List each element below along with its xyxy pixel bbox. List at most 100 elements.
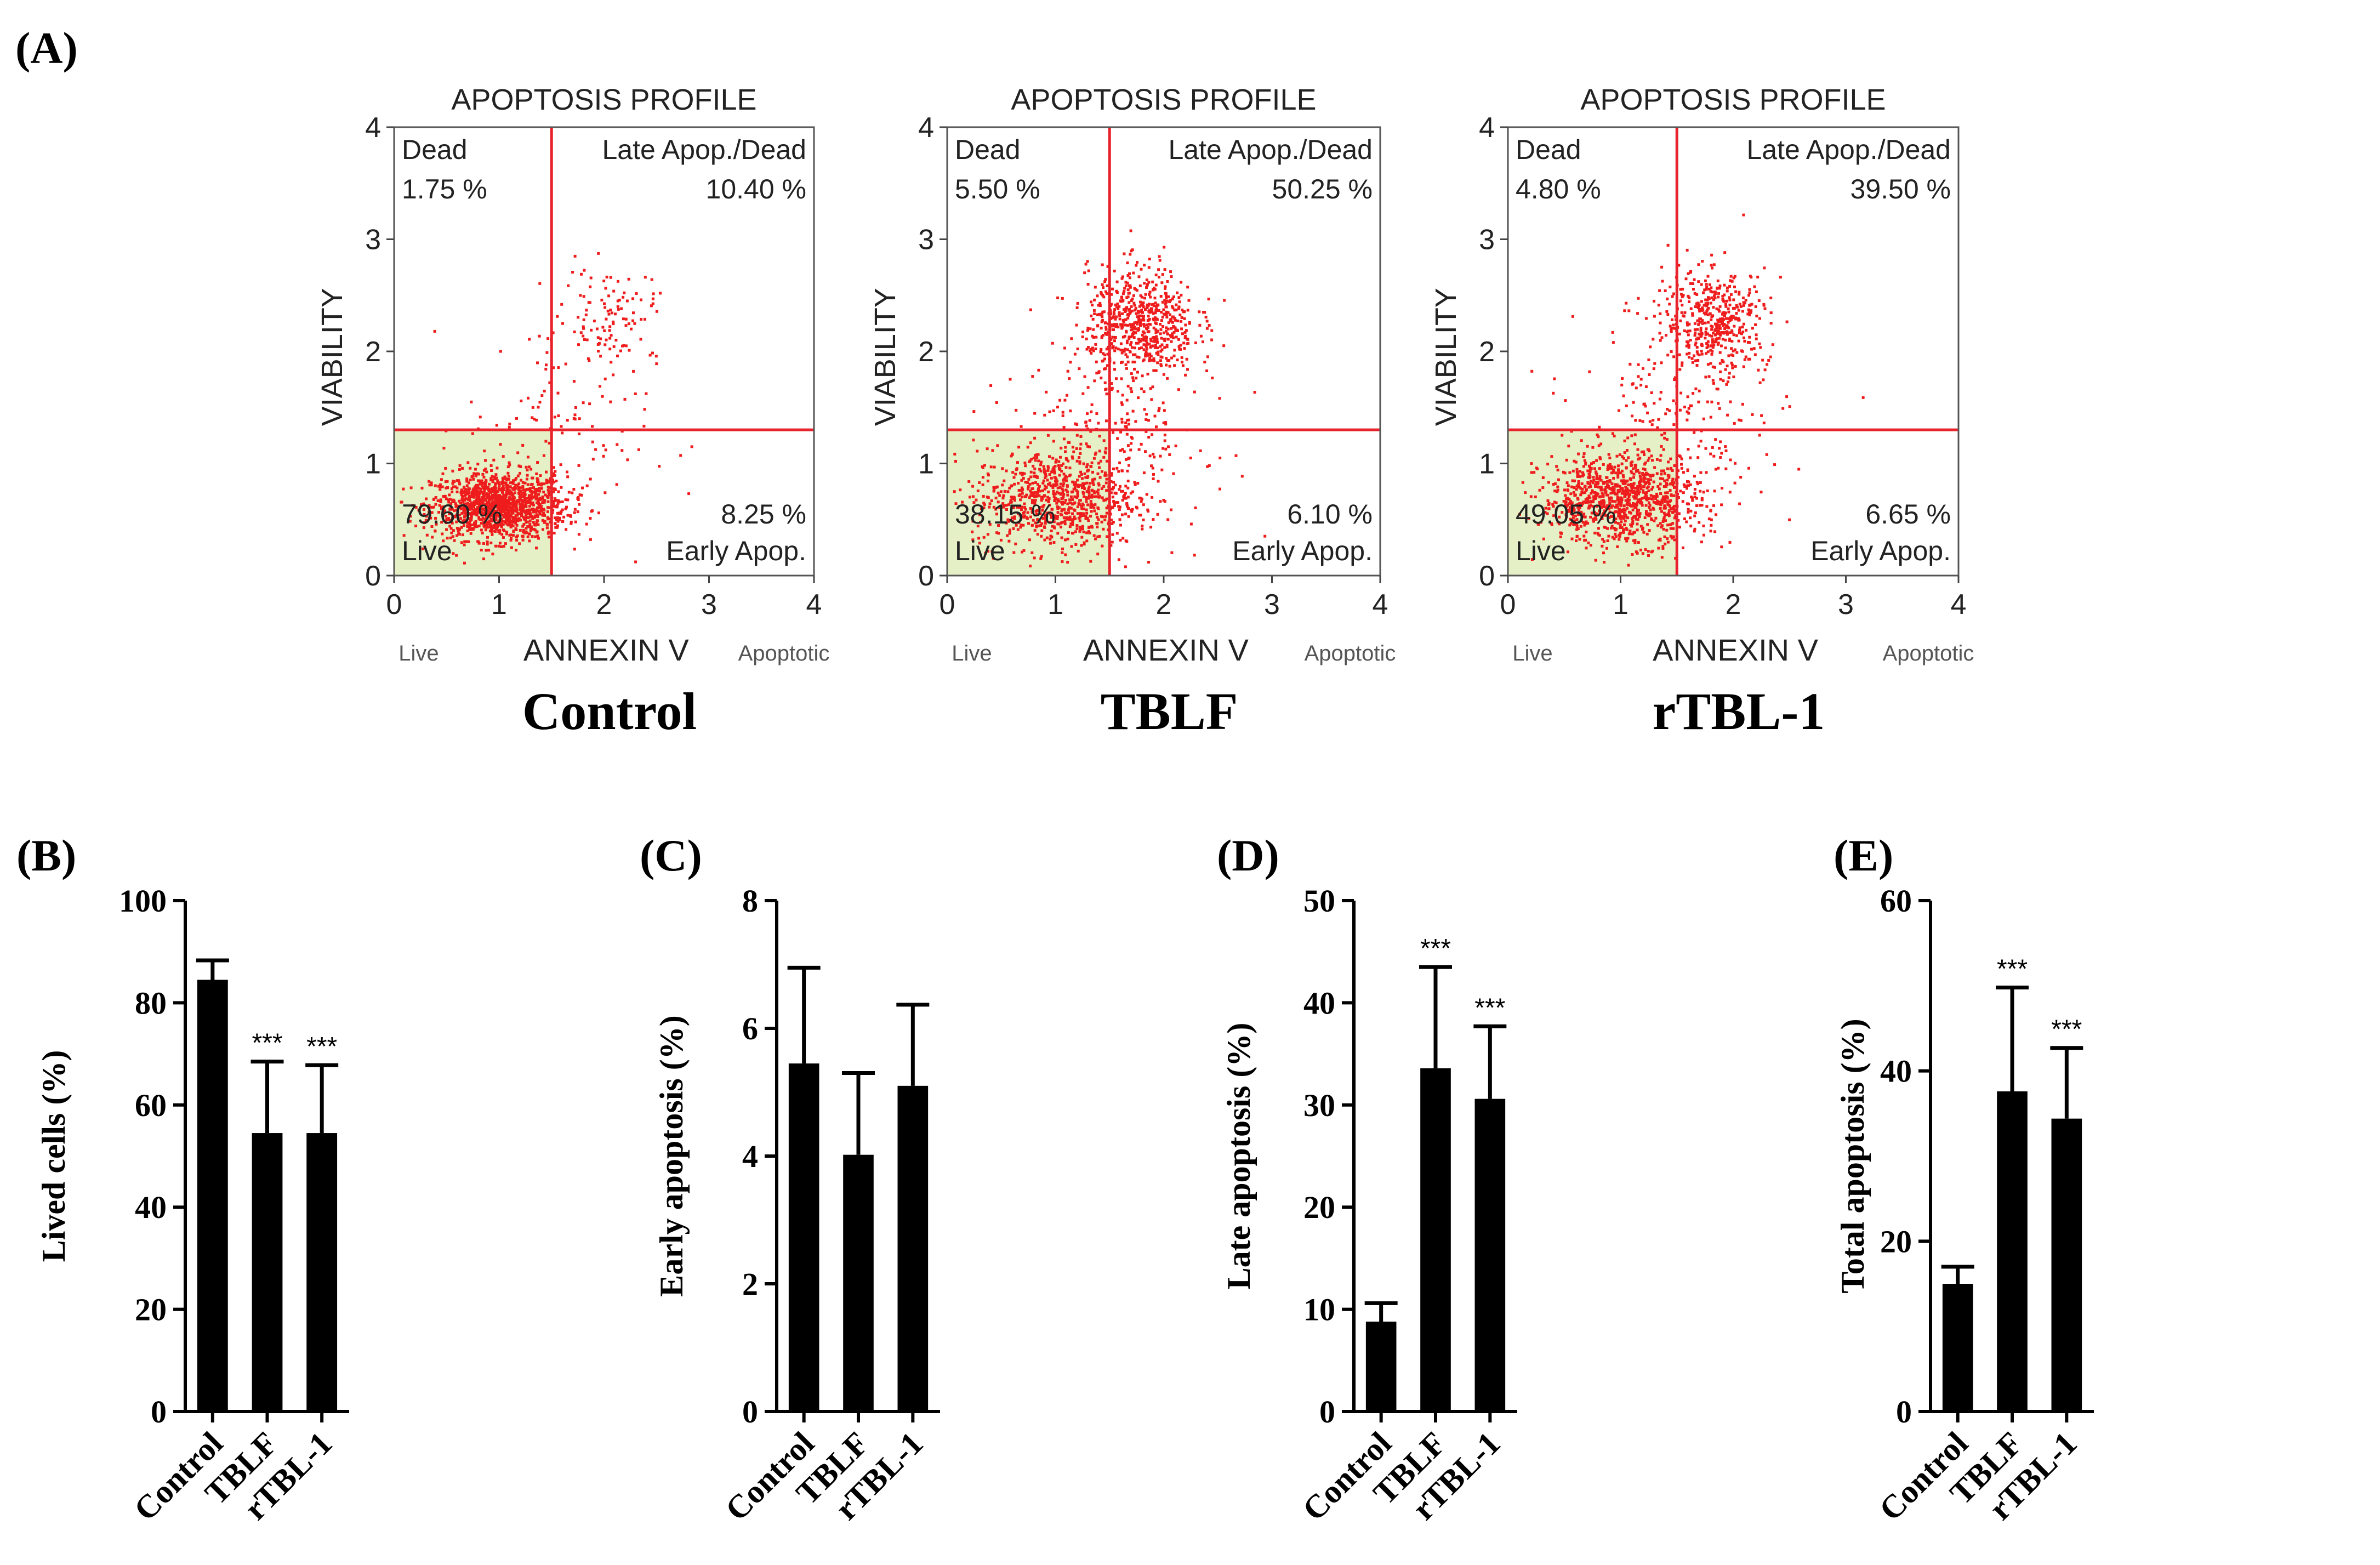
- event-dot: [1621, 487, 1624, 490]
- event-dot: [1134, 309, 1137, 312]
- event-dot: [1043, 538, 1046, 542]
- event-dot: [1093, 312, 1096, 315]
- event-dot: [1166, 311, 1170, 314]
- event-dot: [1687, 346, 1690, 349]
- event-dot: [990, 499, 993, 502]
- event-dot: [1550, 455, 1553, 458]
- event-dot: [1020, 486, 1023, 490]
- event-dot: [1601, 517, 1604, 520]
- event-dot: [546, 516, 549, 519]
- event-dot: [1709, 349, 1712, 352]
- event-dot: [1547, 481, 1550, 484]
- event-dot: [467, 481, 470, 485]
- event-dot: [1150, 398, 1153, 401]
- event-dot: [1634, 490, 1637, 493]
- event-dot: [1152, 288, 1154, 292]
- event-dot: [1113, 339, 1116, 343]
- event-dot: [1146, 331, 1149, 333]
- event-dot: [509, 507, 513, 510]
- event-dot: [1596, 482, 1599, 486]
- event-dot: [1702, 491, 1705, 494]
- event-dot: [492, 514, 494, 517]
- event-dot: [1702, 291, 1705, 294]
- event-dot: [1603, 500, 1606, 504]
- event-dot: [1609, 492, 1613, 495]
- quadrant-pct-late: 39.50 %: [1851, 174, 1951, 204]
- event-dot: [434, 484, 437, 487]
- event-dot: [511, 506, 514, 509]
- event-dot: [1037, 494, 1040, 498]
- event-dot: [1630, 434, 1633, 437]
- event-dot: [1118, 488, 1121, 491]
- event-dot: [1131, 309, 1134, 312]
- event-dot: [439, 485, 442, 488]
- event-dot: [524, 502, 527, 505]
- event-dot: [555, 480, 558, 482]
- event-dot: [1111, 386, 1114, 390]
- event-dot: [1076, 494, 1079, 498]
- event-dot: [1170, 275, 1173, 278]
- event-dot: [1061, 551, 1064, 554]
- event-dot: [1051, 468, 1055, 471]
- event-dot: [1029, 494, 1032, 497]
- event-dot: [1005, 521, 1008, 525]
- event-dot: [1612, 469, 1615, 472]
- event-dot: [576, 510, 579, 514]
- event-dot: [1002, 494, 1005, 497]
- event-dot: [1699, 317, 1703, 321]
- event-dot: [1139, 310, 1142, 313]
- event-dot: [501, 495, 504, 498]
- event-dot: [1120, 469, 1124, 473]
- event-dot: [1040, 460, 1043, 464]
- event-dot: [1672, 481, 1676, 485]
- event-dot: [1109, 491, 1113, 494]
- event-dot: [1090, 314, 1093, 317]
- event-dot: [1637, 375, 1640, 378]
- event-dot: [453, 480, 456, 483]
- event-dot: [1642, 489, 1645, 492]
- event-dot: [1653, 466, 1656, 469]
- event-dot: [1700, 332, 1704, 335]
- event-dot: [1646, 523, 1649, 526]
- event-dot: [520, 508, 523, 511]
- event-dot: [463, 561, 466, 565]
- event-dot: [1576, 484, 1580, 487]
- event-dot: [1616, 545, 1619, 548]
- event-dot: [1552, 391, 1555, 395]
- event-dot: [1170, 327, 1173, 330]
- event-dot: [1608, 499, 1612, 502]
- event-dot: [481, 516, 485, 520]
- event-dot: [584, 313, 588, 316]
- event-dot: [1691, 499, 1694, 502]
- event-dot: [477, 517, 481, 520]
- event-dot: [489, 479, 493, 482]
- event-dot: [1121, 499, 1124, 502]
- event-dot: [1044, 473, 1047, 476]
- event-dot: [1613, 527, 1616, 530]
- event-dot: [1052, 409, 1055, 412]
- event-dot: [1748, 288, 1751, 291]
- event-dot: [1617, 471, 1620, 474]
- event-dot: [1603, 561, 1605, 564]
- event-dot: [439, 500, 442, 503]
- event-dot: [1628, 510, 1631, 514]
- event-dot: [508, 512, 510, 515]
- event-dot: [494, 516, 498, 519]
- event-dot: [1618, 498, 1621, 501]
- event-dot: [1668, 500, 1671, 503]
- event-dot: [1700, 498, 1704, 502]
- event-dot: [546, 500, 550, 503]
- event-dot: [1653, 315, 1656, 318]
- event-dot: [487, 490, 491, 493]
- event-dot: [1028, 482, 1032, 486]
- event-dot: [500, 545, 503, 548]
- event-dot: [1690, 404, 1693, 407]
- event-dot: [494, 501, 497, 504]
- event-dot: [1066, 502, 1069, 505]
- event-dot: [1133, 481, 1136, 484]
- event-dot: [1142, 390, 1146, 394]
- event-dot: [1693, 514, 1696, 517]
- event-dot: [1152, 357, 1155, 360]
- event-dot: [1633, 541, 1637, 544]
- event-dot: [1156, 309, 1159, 312]
